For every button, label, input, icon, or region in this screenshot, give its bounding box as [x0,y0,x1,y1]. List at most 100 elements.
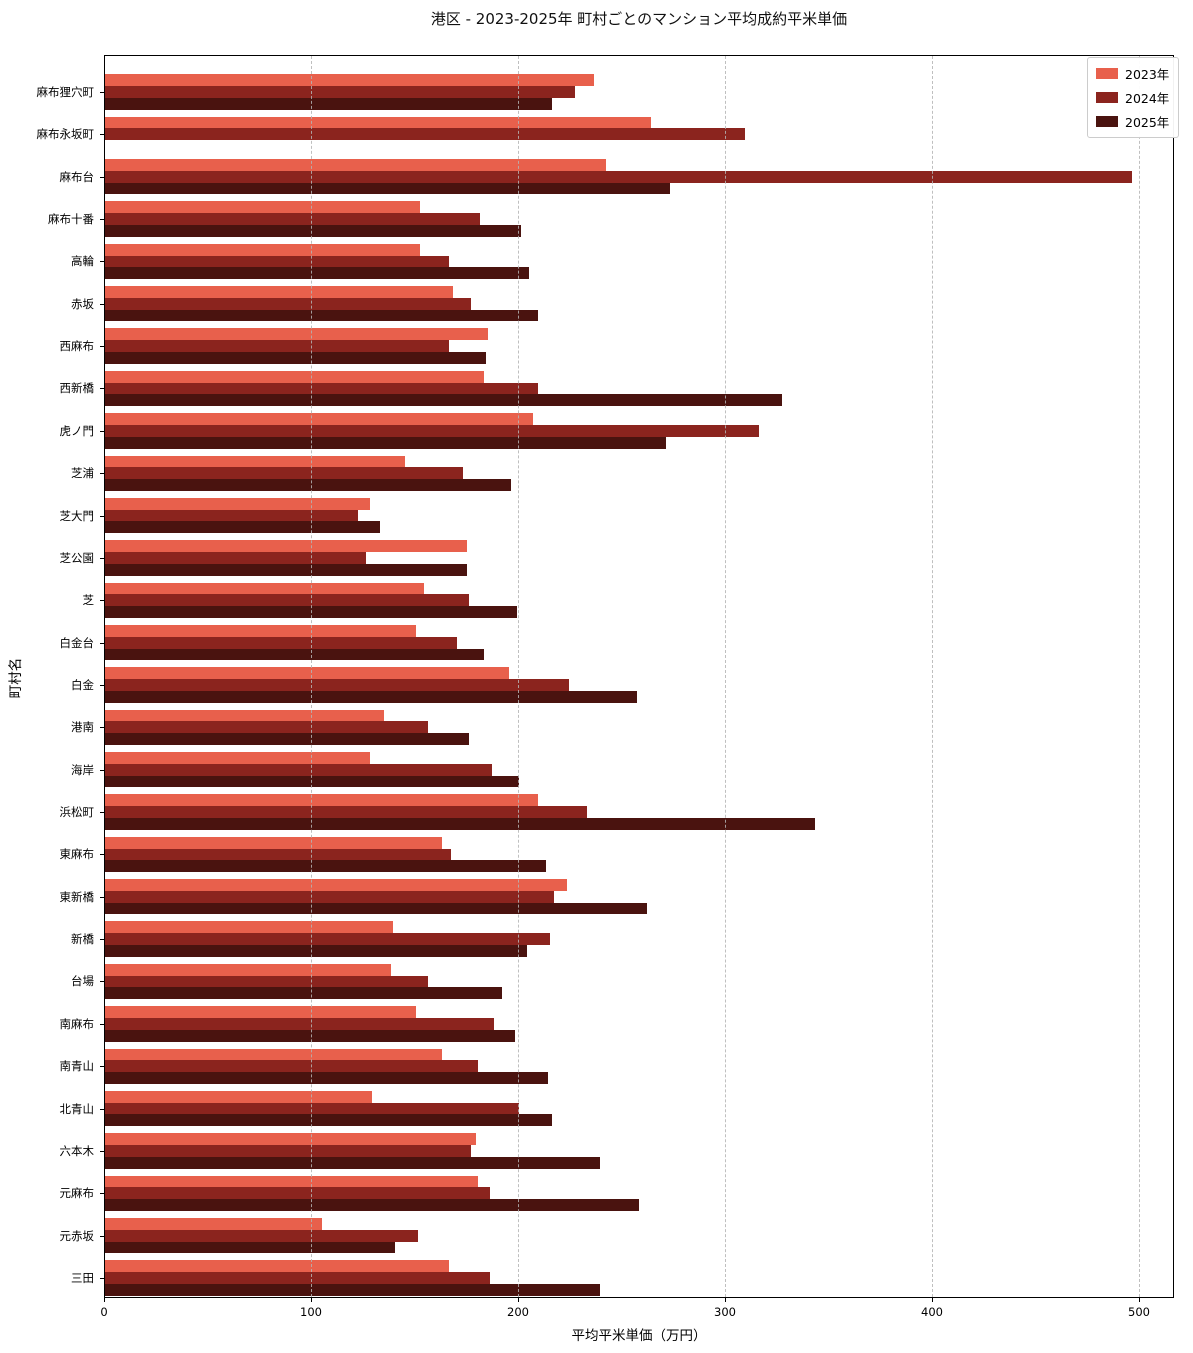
bar-2025年-浜松町 [105,817,815,830]
legend-item-2024: 2024年 [1096,88,1169,107]
ytick-label-西新橋: 西新橋 [59,381,95,396]
xtick-label-200: 200 [507,1305,529,1319]
bar-2024年-三田 [105,1272,491,1284]
bar-2023年-麻布狸穴町 [105,74,594,87]
ytick-label-南青山: 南青山 [59,1059,95,1074]
legend-label-2024: 2024年 [1125,91,1170,106]
bar-2024年-麻布十番 [105,213,480,225]
ytick-label-高輪: 高輪 [71,254,94,269]
bar-2025年-白金 [105,690,637,703]
bar-2024年-麻布台 [105,170,1132,183]
ytick-label-元麻布: 元麻布 [59,1186,95,1201]
ytick-mark [100,854,104,856]
bar-2024年-台場 [105,975,428,988]
ytick-label-虎ノ門: 虎ノ門 [59,423,95,438]
ytick-label-港南: 港南 [71,720,94,735]
ytick-label-芝公園: 芝公園 [59,550,95,565]
legend-swatch-2024 [1096,92,1118,103]
bar-2025年-元麻布 [105,1199,640,1211]
bar-2025年-芝 [105,606,517,618]
bar-2023年-芝大門 [105,497,370,510]
xtick-mark [518,1298,519,1302]
bar-2023年-港南 [105,709,385,722]
bar-2023年-麻布永坂町 [105,116,652,129]
legend: 2023年 2024年 2025年 [1087,57,1180,138]
bar-2023年-虎ノ門 [105,413,534,425]
bar-2025年-東麻布 [105,860,546,873]
ytick-label-六本木: 六本木 [59,1143,95,1158]
bar-2025年-高輪 [105,267,530,280]
ytick-label-麻布狸穴町: 麻布狸穴町 [36,85,95,99]
bar-2024年-赤坂 [105,297,472,310]
bar-2023年-三田 [105,1260,449,1273]
ytick-mark [100,473,104,475]
bar-2025年-白金台 [105,648,484,661]
ytick-label-芝: 芝 [82,593,95,608]
legend-label-2025: 2025年 [1125,115,1170,130]
ytick-mark [100,727,104,729]
bar-2024年-芝浦 [105,467,464,480]
bar-2023年-新橋 [105,921,393,934]
gridline-x-300 [725,56,726,1297]
ytick-mark [100,1193,104,1195]
xtick-mark [104,1298,105,1302]
ytick-mark [100,1150,104,1152]
bar-2024年-白金 [105,679,569,691]
legend-item-2025: 2025年 [1096,112,1169,131]
bar-2023年-西麻布 [105,328,488,341]
ytick-mark [100,134,104,136]
bar-2023年-北青山 [105,1090,373,1103]
bar-2024年-西新橋 [105,382,538,395]
bar-2024年-白金台 [105,636,457,649]
bar-2024年-西麻布 [105,340,449,353]
bar-2023年-東麻布 [105,836,443,849]
bar-2025年-南青山 [105,1072,548,1084]
x-axis-label: 平均平米単価（万円） [571,1328,707,1344]
bar-2024年-芝 [105,594,470,607]
legend-swatch-2025 [1096,116,1118,127]
ytick-mark [100,939,104,941]
ytick-mark [100,92,104,93]
bar-2023年-麻布十番 [105,201,420,214]
ytick-mark [100,303,104,305]
xtick-mark [311,1298,312,1302]
ytick-label-白金: 白金 [71,677,94,692]
xtick-label-0: 0 [100,1305,108,1319]
ytick-mark [100,981,104,983]
bar-2023年-白金 [105,667,509,680]
bar-2025年-虎ノ門 [105,436,666,449]
bar-2025年-新橋 [105,945,528,957]
bar-2023年-六本木 [105,1133,476,1146]
bar-2024年-海岸 [105,763,493,776]
bar-2023年-白金台 [105,624,416,637]
bar-2025年-芝公園 [105,563,468,576]
bar-2024年-新橋 [105,933,551,946]
bar-2023年-麻布台 [105,159,606,171]
bar-2025年-麻布狸穴町 [105,97,553,110]
bar-2023年-南青山 [105,1048,443,1061]
ytick-mark [100,642,104,644]
bar-2025年-元赤坂 [105,1241,395,1254]
ytick-mark [100,812,104,814]
ytick-mark [100,515,104,517]
bar-2023年-南麻布 [105,1006,416,1018]
bar-2023年-浜松町 [105,794,538,807]
bar-2023年-元赤坂 [105,1217,323,1230]
ytick-mark [100,600,104,602]
bar-2024年-虎ノ門 [105,424,760,437]
ytick-label-海岸: 海岸 [71,762,94,777]
gridline-x-100 [311,56,312,1297]
bar-2024年-芝大門 [105,509,358,522]
legend-swatch-2023 [1096,68,1118,79]
bar-2024年-北青山 [105,1102,519,1115]
bar-2025年-麻布十番 [105,224,522,237]
bar-2025年-海岸 [105,775,519,788]
bar-2023年-台場 [105,963,391,976]
xtick-label-100: 100 [300,1305,322,1319]
gridline-x-500 [1139,56,1140,1297]
ytick-mark [100,1023,104,1025]
bar-2025年-西麻布 [105,352,486,364]
legend-item-2023: 2023年 [1096,64,1169,83]
bar-2025年-麻布台 [105,182,671,195]
ytick-mark [100,219,104,221]
